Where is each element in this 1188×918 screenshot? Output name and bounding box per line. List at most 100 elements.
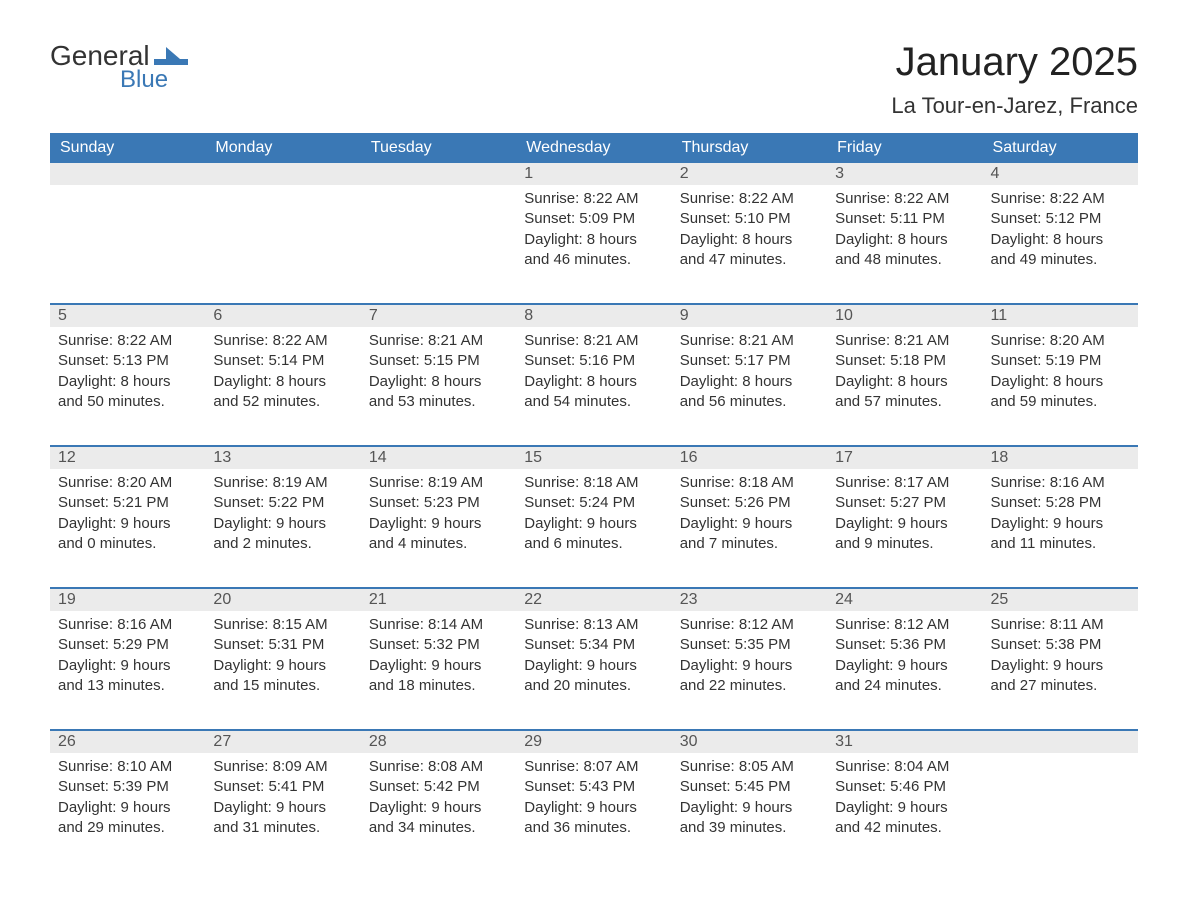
location-text: La Tour-en-Jarez, France bbox=[891, 93, 1138, 119]
daylight-line-2: and 4 minutes. bbox=[369, 534, 508, 554]
sunset-line: Sunset: 5:39 PM bbox=[58, 777, 197, 797]
sunrise-line: Sunrise: 8:21 AM bbox=[524, 331, 663, 351]
daylight-line-2: and 53 minutes. bbox=[369, 392, 508, 412]
day-details: Sunrise: 8:22 AMSunset: 5:11 PMDaylight:… bbox=[827, 185, 982, 303]
day-details: Sunrise: 8:21 AMSunset: 5:15 PMDaylight:… bbox=[361, 327, 516, 445]
day-number: . bbox=[983, 731, 1138, 753]
sunset-line: Sunset: 5:27 PM bbox=[835, 493, 974, 513]
daylight-line-1: Daylight: 9 hours bbox=[524, 656, 663, 676]
daylight-line-1: Daylight: 9 hours bbox=[213, 514, 352, 534]
header-row: General Blue January 2025 La Tour-en-Jar… bbox=[50, 40, 1138, 119]
sunrise-line: Sunrise: 8:21 AM bbox=[835, 331, 974, 351]
daylight-line-1: Daylight: 9 hours bbox=[680, 656, 819, 676]
day-number: . bbox=[50, 163, 205, 185]
sunset-line: Sunset: 5:17 PM bbox=[680, 351, 819, 371]
daylight-line-2: and 31 minutes. bbox=[213, 818, 352, 838]
day-number: 3 bbox=[827, 163, 982, 185]
daylight-line-2: and 36 minutes. bbox=[524, 818, 663, 838]
calendar-week-row: 19Sunrise: 8:16 AMSunset: 5:29 PMDayligh… bbox=[50, 588, 1138, 730]
sunset-line: Sunset: 5:45 PM bbox=[680, 777, 819, 797]
calendar-day-cell: 7Sunrise: 8:21 AMSunset: 5:15 PMDaylight… bbox=[361, 304, 516, 446]
daylight-line-2: and 59 minutes. bbox=[991, 392, 1130, 412]
day-details: Sunrise: 8:20 AMSunset: 5:19 PMDaylight:… bbox=[983, 327, 1138, 445]
day-number: 2 bbox=[672, 163, 827, 185]
sunrise-line: Sunrise: 8:22 AM bbox=[680, 189, 819, 209]
day-details: Sunrise: 8:11 AMSunset: 5:38 PMDaylight:… bbox=[983, 611, 1138, 729]
sunset-line: Sunset: 5:38 PM bbox=[991, 635, 1130, 655]
day-details: Sunrise: 8:07 AMSunset: 5:43 PMDaylight:… bbox=[516, 753, 671, 871]
calendar-week-row: 12Sunrise: 8:20 AMSunset: 5:21 PMDayligh… bbox=[50, 446, 1138, 588]
sunset-line: Sunset: 5:42 PM bbox=[369, 777, 508, 797]
sunrise-line: Sunrise: 8:12 AM bbox=[680, 615, 819, 635]
sunrise-line: Sunrise: 8:21 AM bbox=[369, 331, 508, 351]
day-number: 13 bbox=[205, 447, 360, 469]
day-details: Sunrise: 8:22 AMSunset: 5:09 PMDaylight:… bbox=[516, 185, 671, 303]
calendar-week-row: 5Sunrise: 8:22 AMSunset: 5:13 PMDaylight… bbox=[50, 304, 1138, 446]
day-details bbox=[205, 185, 360, 303]
weekday-header: Tuesday bbox=[361, 133, 516, 163]
weekday-header: Thursday bbox=[672, 133, 827, 163]
sunset-line: Sunset: 5:35 PM bbox=[680, 635, 819, 655]
day-number: 12 bbox=[50, 447, 205, 469]
daylight-line-1: Daylight: 9 hours bbox=[524, 798, 663, 818]
sunset-line: Sunset: 5:19 PM bbox=[991, 351, 1130, 371]
sunrise-line: Sunrise: 8:10 AM bbox=[58, 757, 197, 777]
daylight-line-2: and 27 minutes. bbox=[991, 676, 1130, 696]
sunrise-line: Sunrise: 8:22 AM bbox=[524, 189, 663, 209]
weekday-header: Sunday bbox=[50, 133, 205, 163]
day-details: Sunrise: 8:14 AMSunset: 5:32 PMDaylight:… bbox=[361, 611, 516, 729]
daylight-line-1: Daylight: 9 hours bbox=[213, 798, 352, 818]
day-number: 18 bbox=[983, 447, 1138, 469]
daylight-line-1: Daylight: 8 hours bbox=[213, 372, 352, 392]
calendar-day-cell: 4Sunrise: 8:22 AMSunset: 5:12 PMDaylight… bbox=[983, 163, 1138, 304]
calendar-day-cell: 28Sunrise: 8:08 AMSunset: 5:42 PMDayligh… bbox=[361, 730, 516, 871]
daylight-line-1: Daylight: 8 hours bbox=[680, 372, 819, 392]
calendar-day-cell: 26Sunrise: 8:10 AMSunset: 5:39 PMDayligh… bbox=[50, 730, 205, 871]
daylight-line-2: and 20 minutes. bbox=[524, 676, 663, 696]
daylight-line-1: Daylight: 9 hours bbox=[369, 798, 508, 818]
day-details: Sunrise: 8:12 AMSunset: 5:36 PMDaylight:… bbox=[827, 611, 982, 729]
day-number: 17 bbox=[827, 447, 982, 469]
sunrise-line: Sunrise: 8:07 AM bbox=[524, 757, 663, 777]
calendar-day-cell: 20Sunrise: 8:15 AMSunset: 5:31 PMDayligh… bbox=[205, 588, 360, 730]
day-number: 21 bbox=[361, 589, 516, 611]
sunrise-line: Sunrise: 8:22 AM bbox=[213, 331, 352, 351]
calendar-body: ...1Sunrise: 8:22 AMSunset: 5:09 PMDayli… bbox=[50, 163, 1138, 871]
day-number: 24 bbox=[827, 589, 982, 611]
day-number: 28 bbox=[361, 731, 516, 753]
daylight-line-1: Daylight: 8 hours bbox=[524, 372, 663, 392]
sunset-line: Sunset: 5:24 PM bbox=[524, 493, 663, 513]
day-details: Sunrise: 8:21 AMSunset: 5:16 PMDaylight:… bbox=[516, 327, 671, 445]
sunset-line: Sunset: 5:34 PM bbox=[524, 635, 663, 655]
sunset-line: Sunset: 5:41 PM bbox=[213, 777, 352, 797]
daylight-line-2: and 54 minutes. bbox=[524, 392, 663, 412]
daylight-line-1: Daylight: 8 hours bbox=[835, 372, 974, 392]
daylight-line-1: Daylight: 9 hours bbox=[58, 656, 197, 676]
day-details bbox=[361, 185, 516, 303]
daylight-line-1: Daylight: 9 hours bbox=[991, 656, 1130, 676]
day-number: 1 bbox=[516, 163, 671, 185]
day-details: Sunrise: 8:12 AMSunset: 5:35 PMDaylight:… bbox=[672, 611, 827, 729]
weekday-header: Friday bbox=[827, 133, 982, 163]
day-number: 19 bbox=[50, 589, 205, 611]
calendar-day-cell: 17Sunrise: 8:17 AMSunset: 5:27 PMDayligh… bbox=[827, 446, 982, 588]
day-details: Sunrise: 8:18 AMSunset: 5:26 PMDaylight:… bbox=[672, 469, 827, 587]
daylight-line-1: Daylight: 9 hours bbox=[835, 656, 974, 676]
day-details: Sunrise: 8:22 AMSunset: 5:14 PMDaylight:… bbox=[205, 327, 360, 445]
sunset-line: Sunset: 5:10 PM bbox=[680, 209, 819, 229]
day-number: 10 bbox=[827, 305, 982, 327]
sunset-line: Sunset: 5:29 PM bbox=[58, 635, 197, 655]
weekday-header: Saturday bbox=[983, 133, 1138, 163]
day-details: Sunrise: 8:19 AMSunset: 5:22 PMDaylight:… bbox=[205, 469, 360, 587]
sunset-line: Sunset: 5:18 PM bbox=[835, 351, 974, 371]
daylight-line-1: Daylight: 8 hours bbox=[991, 372, 1130, 392]
daylight-line-2: and 9 minutes. bbox=[835, 534, 974, 554]
sunset-line: Sunset: 5:11 PM bbox=[835, 209, 974, 229]
daylight-line-1: Daylight: 9 hours bbox=[991, 514, 1130, 534]
calendar-day-cell: 11Sunrise: 8:20 AMSunset: 5:19 PMDayligh… bbox=[983, 304, 1138, 446]
calendar-day-cell: 2Sunrise: 8:22 AMSunset: 5:10 PMDaylight… bbox=[672, 163, 827, 304]
daylight-line-2: and 49 minutes. bbox=[991, 250, 1130, 270]
sunset-line: Sunset: 5:43 PM bbox=[524, 777, 663, 797]
day-number: 16 bbox=[672, 447, 827, 469]
daylight-line-1: Daylight: 9 hours bbox=[680, 798, 819, 818]
